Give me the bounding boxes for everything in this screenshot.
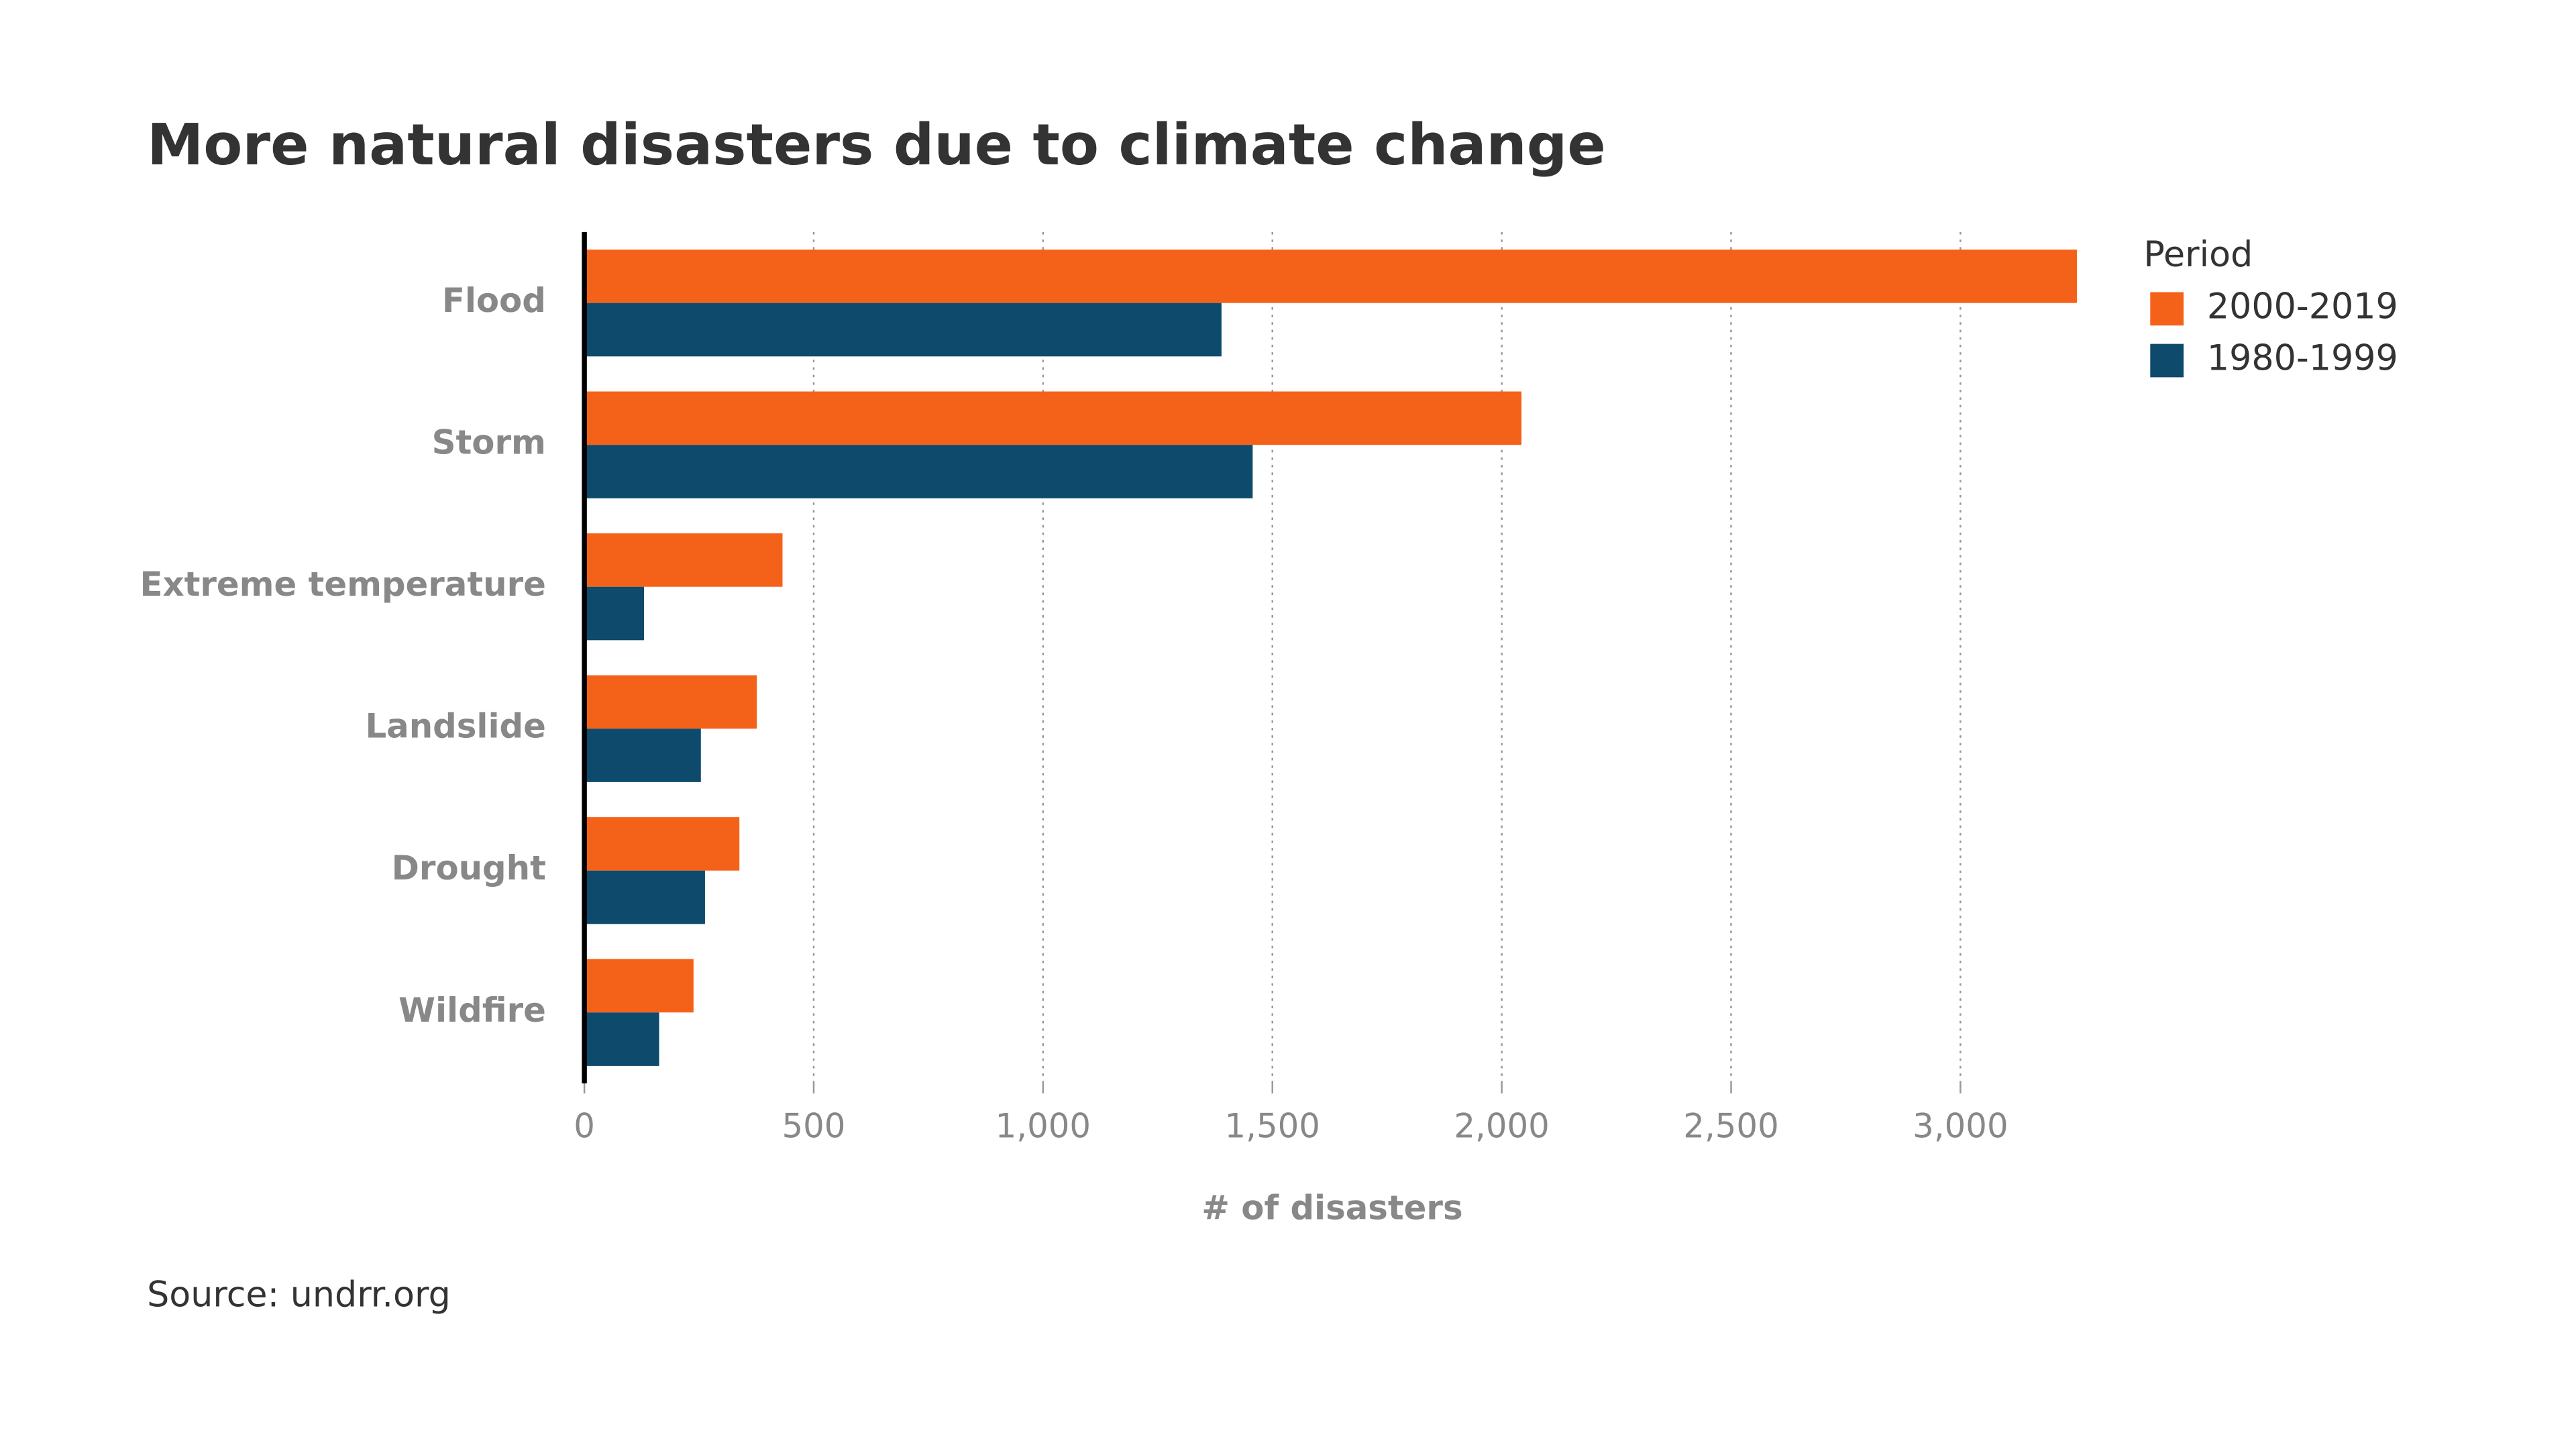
- legend-swatch: [2150, 292, 2184, 326]
- bar: [584, 391, 1522, 445]
- legend-swatch: [2150, 343, 2184, 378]
- x-tick-label: 2,000: [1454, 1107, 1549, 1146]
- bar: [584, 445, 1253, 498]
- y-tick-label: Storm: [432, 423, 546, 462]
- bar: [584, 870, 705, 924]
- bar: [584, 1012, 659, 1066]
- x-tick-label: 1,500: [1225, 1107, 1320, 1146]
- bar: [584, 959, 694, 1013]
- y-tick-label: Extreme temperature: [140, 565, 546, 604]
- x-tick-label: 1,000: [996, 1107, 1091, 1146]
- bar: [584, 675, 757, 729]
- legend-label: 1980-1999: [2207, 339, 2398, 379]
- bar: [584, 817, 740, 871]
- bar: [584, 250, 2078, 303]
- x-tick-label: 0: [574, 1107, 595, 1146]
- y-tick-label: Wildfire: [398, 991, 546, 1030]
- x-tick-label: 500: [782, 1107, 846, 1146]
- source: Source: undrr.org: [147, 1275, 451, 1316]
- bar: [584, 586, 644, 641]
- legend-title: Period: [2143, 235, 2253, 275]
- y-tick-label: Flood: [442, 281, 546, 320]
- x-axis-label: # of disasters: [1201, 1189, 1462, 1228]
- y-tick-label: Drought: [392, 849, 546, 888]
- bar: [584, 533, 783, 587]
- bar: [584, 729, 701, 782]
- x-tick-label: 3,000: [1913, 1107, 2008, 1146]
- legend-label: 2000-2019: [2207, 286, 2398, 327]
- bar: [584, 303, 1222, 357]
- x-tick-label: 2,500: [1683, 1107, 1778, 1146]
- chart-title: More natural disasters due to climate ch…: [147, 111, 1606, 178]
- y-tick-label: Landslide: [365, 707, 545, 746]
